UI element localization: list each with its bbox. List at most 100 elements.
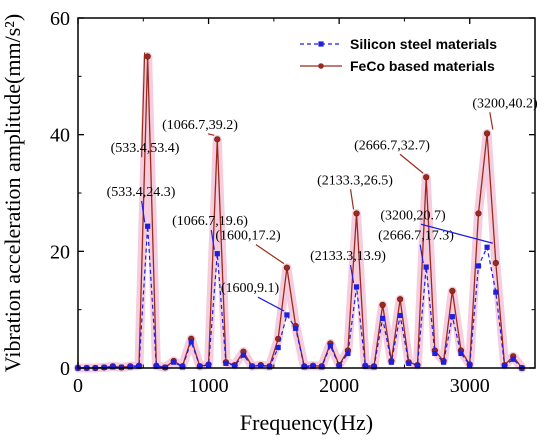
silicon-data-point bbox=[223, 360, 229, 366]
annotation-label: (1066.7,39.2) bbox=[162, 118, 238, 133]
silicon-data-point bbox=[423, 264, 429, 270]
annotation-leader bbox=[489, 112, 494, 130]
annotation-leader bbox=[420, 223, 493, 244]
annotation-label: (2666.7,17.3) bbox=[378, 229, 454, 244]
silicon-data-point bbox=[501, 363, 508, 369]
annotation-label: (1066.7,19.6) bbox=[172, 214, 248, 229]
annotation-label: (533.4,24.3) bbox=[107, 185, 176, 200]
feco-data-point bbox=[397, 296, 404, 303]
plot-frame bbox=[77, 17, 536, 369]
annotation-leader bbox=[255, 244, 285, 265]
silicon-data-point bbox=[371, 364, 377, 370]
feco-data-point bbox=[283, 264, 291, 271]
silicon-data-point bbox=[380, 315, 386, 322]
silicon-data-point bbox=[258, 363, 264, 369]
legend-item-silicon: Silicon steel materials bbox=[300, 36, 497, 52]
annotation-leader bbox=[207, 133, 215, 136]
silicon-data-point bbox=[205, 362, 212, 368]
silicon-data-point bbox=[293, 325, 299, 331]
silicon-data-point bbox=[493, 289, 499, 295]
legend-item-feco: FeCo based materials bbox=[300, 58, 495, 74]
silicon-data-point bbox=[249, 363, 255, 369]
silicon-data-point bbox=[136, 363, 142, 369]
silicon-data-point bbox=[179, 364, 186, 370]
annotation-leader bbox=[419, 244, 424, 264]
feco-data-point bbox=[483, 130, 491, 137]
annotation-label: (2133.3,13.9) bbox=[310, 249, 386, 264]
annotation-label: (3200,20.7) bbox=[380, 208, 446, 223]
legend-marker-silicon bbox=[318, 41, 324, 47]
feco-data-point bbox=[492, 259, 499, 267]
y-tick-label: 0 bbox=[60, 358, 70, 380]
y-axis-title: Vibration acceleration amplitude(mm/s²) bbox=[0, 14, 25, 372]
highlight-band bbox=[73, 52, 527, 373]
annotation-leader bbox=[257, 296, 285, 312]
legend-label-feco: FeCo based materials bbox=[350, 58, 495, 74]
silicon-data-point bbox=[353, 284, 360, 290]
silicon-data-point bbox=[284, 312, 290, 318]
x-tick-label: 3000 bbox=[450, 375, 490, 397]
annotation-layer: (533.4,53.4) (1066.7,39.2) (1600,17.2) (213… bbox=[107, 52, 538, 312]
feco-data-point bbox=[423, 174, 430, 181]
series-layer bbox=[74, 53, 526, 372]
y-tick-label: 60 bbox=[50, 8, 70, 30]
annotation-leader bbox=[141, 52, 146, 158]
silicon-data-point bbox=[406, 360, 412, 366]
silicon-data-point bbox=[319, 364, 325, 370]
annotation-leader bbox=[349, 264, 355, 284]
feco-data-point bbox=[214, 136, 221, 143]
silicon-data-point bbox=[153, 363, 159, 369]
x-tick-label: 1000 bbox=[189, 375, 229, 397]
silicon-data-point bbox=[240, 352, 247, 358]
annotation-label: (1600,9.1) bbox=[221, 281, 280, 296]
silicon-data-point bbox=[145, 223, 151, 229]
tick-labels: 0 1000 2000 3000 0 20 40 60 bbox=[50, 8, 490, 397]
silicon-data-point bbox=[510, 356, 516, 362]
annotation-leader bbox=[349, 189, 355, 210]
silicon-data-point bbox=[188, 339, 194, 345]
silicon-data-point bbox=[475, 263, 482, 269]
feco-series-line bbox=[78, 55, 523, 369]
legend: Silicon steel materials FeCo based mater… bbox=[300, 36, 497, 74]
silicon-data-point bbox=[441, 359, 447, 365]
peak-highlight-layer bbox=[73, 52, 527, 373]
silicon-data-point bbox=[266, 364, 273, 370]
feco-data-point bbox=[144, 53, 151, 60]
annotation-label: (2666.7,32.7) bbox=[354, 138, 430, 153]
feco-data-point bbox=[475, 210, 482, 217]
annotation-leader bbox=[210, 229, 215, 250]
legend-marker-feco bbox=[318, 63, 324, 69]
silicon-data-point bbox=[388, 359, 394, 365]
annotation-leader bbox=[399, 153, 424, 174]
silicon-data-point bbox=[127, 364, 133, 370]
x-axis-title: Frequency(Hz) bbox=[240, 410, 373, 435]
annotation-label: (1600,17.2) bbox=[215, 229, 281, 244]
silicon-data-point bbox=[458, 350, 464, 357]
x-tick-label: 0 bbox=[73, 375, 83, 397]
silicon-data-point bbox=[310, 363, 316, 369]
silicon-data-point bbox=[301, 364, 307, 370]
silicon-data-point bbox=[197, 363, 203, 369]
silicon-data-point bbox=[110, 364, 116, 370]
silicon-data-point bbox=[449, 314, 455, 320]
silicon-data-point bbox=[327, 343, 333, 349]
silicon-data-point bbox=[214, 251, 220, 257]
feco-data-point bbox=[449, 287, 456, 295]
silicon-data-point bbox=[232, 363, 238, 369]
silicon-data-point bbox=[345, 350, 351, 357]
x-tick-label: 2000 bbox=[319, 375, 359, 397]
silicon-series-line bbox=[78, 225, 523, 369]
silicon-data-point bbox=[432, 350, 438, 357]
silicon-data-point bbox=[397, 312, 403, 319]
silicon-data-point bbox=[275, 344, 281, 351]
annotation-leader bbox=[141, 200, 146, 223]
silicon-data-point bbox=[484, 244, 490, 250]
annotation-label: (2133.3,26.5) bbox=[317, 173, 393, 188]
y-tick-label: 20 bbox=[50, 241, 70, 263]
y-tick-label: 40 bbox=[50, 125, 70, 147]
silicon-data-point bbox=[414, 363, 421, 369]
feco-data-point bbox=[379, 301, 386, 309]
annotation-label: (3200,40.2) bbox=[472, 96, 538, 111]
legend-label-silicon: Silicon steel materials bbox=[350, 36, 497, 52]
